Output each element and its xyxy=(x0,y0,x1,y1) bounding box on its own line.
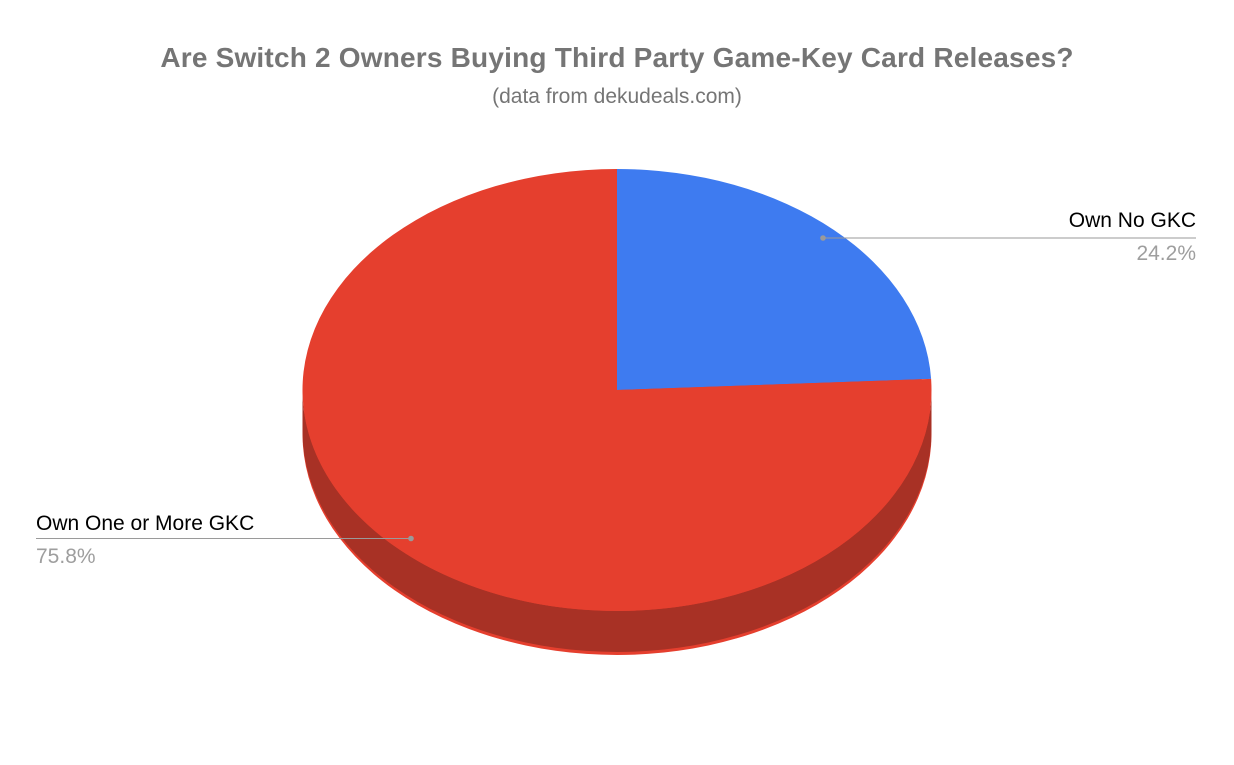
leader-dot-1 xyxy=(408,535,414,542)
slice-label-own-one-or-more-gkc: Own One or More GKC xyxy=(36,512,255,535)
pie-side-wall xyxy=(302,390,932,652)
callout-own-one-or-more-gkc: Own One or More GKC 75.8% xyxy=(36,513,254,567)
leader-dot-0 xyxy=(820,235,826,241)
chart-title: Are Switch 2 Owners Buying Third Party G… xyxy=(160,42,1074,73)
chart-subtitle: (data from dekudeals.com) xyxy=(492,85,742,108)
slice-percent-own-one-or-more-gkc: 75.8% xyxy=(36,545,96,568)
slice-label-own-no-gkc: Own No GKC xyxy=(1068,209,1196,232)
callout-own-no-gkc: Own No GKC 24.2% xyxy=(1069,210,1196,264)
slice-percent-own-no-gkc: 24.2% xyxy=(1136,242,1196,265)
pie-slice-1[interactable] xyxy=(302,169,932,611)
pie-slice-0[interactable] xyxy=(617,169,932,390)
